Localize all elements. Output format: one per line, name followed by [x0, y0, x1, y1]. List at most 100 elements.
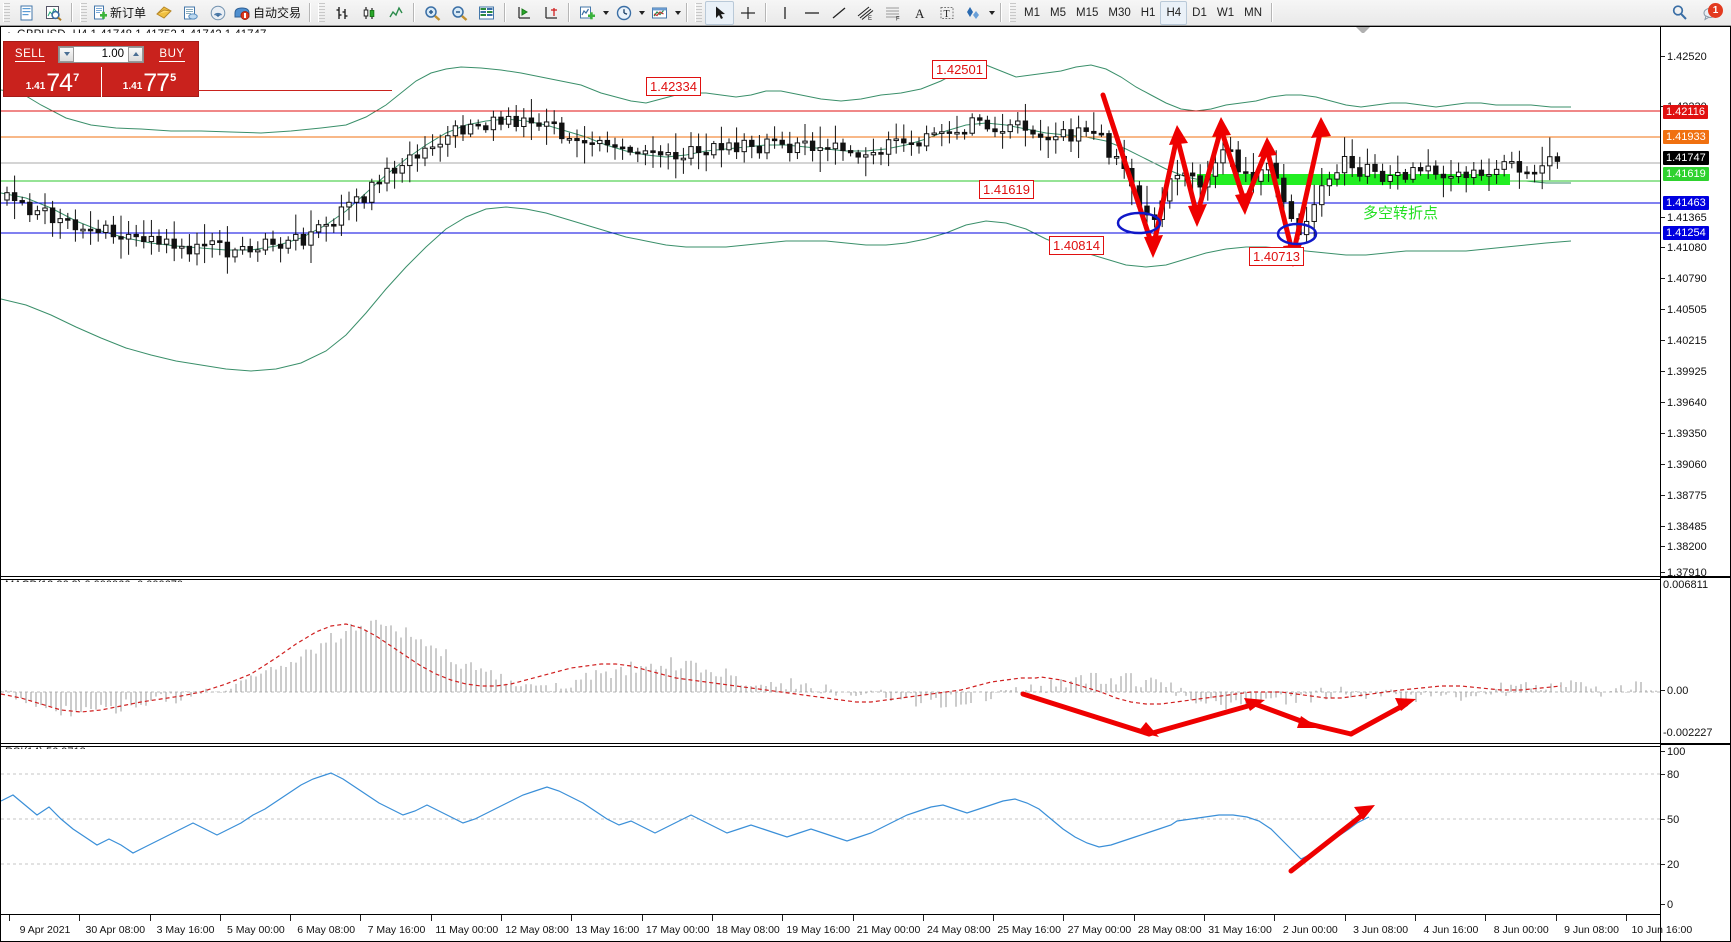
period-clock-icon[interactable] [610, 2, 637, 24]
timeframe-mn[interactable]: MN [1244, 6, 1262, 19]
auto-scroll-icon[interactable] [510, 2, 537, 24]
sell-label[interactable]: SELL [14, 48, 46, 62]
toolbar-grip[interactable] [695, 3, 703, 22]
text-label-icon[interactable]: T [933, 2, 960, 24]
buy-price-button[interactable]: 1.41 77 5 [101, 66, 198, 96]
shapes-icon[interactable] [960, 2, 987, 24]
time-axis-label: 21 May 00:00 [856, 924, 921, 936]
horizontal-line-icon[interactable] [798, 2, 825, 24]
new-chart-icon[interactable] [13, 2, 40, 24]
rsi-y-tick: 80 [1661, 769, 1679, 781]
level-chip-141463[interactable]: 1.41463 [1663, 196, 1709, 210]
toolbar-separator [309, 3, 312, 22]
chart-search-icon[interactable] [40, 2, 67, 24]
candle-body [1433, 165, 1439, 175]
timeframe-d1[interactable]: D1 [1192, 6, 1207, 19]
new-order-button[interactable]: 新订单 [90, 2, 150, 24]
timeframe-m5[interactable]: M5 [1050, 6, 1066, 19]
timeframe-m1[interactable]: M1 [1024, 6, 1041, 19]
equidistant-channel-icon[interactable]: E [852, 2, 879, 24]
volume-stepper[interactable]: 1.00 [58, 45, 144, 63]
toolbar-grip[interactable] [3, 3, 10, 22]
candle-body [1440, 173, 1447, 179]
annotation-140713[interactable]: 1.40713 [1249, 247, 1304, 266]
candle-body [863, 154, 869, 158]
volume-decrease-button[interactable] [59, 46, 74, 62]
candle-body [604, 139, 611, 146]
toolbar-grip[interactable] [1009, 3, 1017, 22]
vertical-line-icon[interactable] [771, 2, 798, 24]
chart-collapse-nub[interactable] [1356, 27, 1370, 34]
rsi-pane[interactable] [1, 749, 1660, 914]
annotation-142334[interactable]: 1.42334 [646, 77, 701, 96]
fibonacci-retracement-icon[interactable]: F [879, 2, 906, 24]
candle-body [19, 200, 25, 203]
candle-body [1068, 129, 1074, 142]
candle-body [285, 239, 291, 249]
chart-shift-icon[interactable] [537, 2, 564, 24]
zoom-in-icon[interactable] [419, 2, 446, 24]
buy-label[interactable]: BUY [159, 48, 185, 62]
templates-icon[interactable] [646, 2, 673, 24]
current-price-chip[interactable]: 1.41747 [1663, 151, 1709, 165]
level-chip-141254[interactable]: 1.41254 [1663, 226, 1709, 240]
annotation-141619[interactable]: 1.41619 [979, 180, 1034, 199]
indicators-icon[interactable] [574, 2, 601, 24]
volume-increase-button[interactable] [128, 46, 143, 62]
candlestick-series [4, 99, 1561, 274]
level-chip-141619[interactable]: 1.41619 [1663, 167, 1709, 181]
candle-body [1106, 133, 1112, 158]
search-icon[interactable] [1666, 2, 1693, 24]
sell-price-prefix: 1.41 [25, 81, 46, 92]
signals-icon[interactable] [204, 2, 231, 24]
chart-window[interactable]: GBPUSD-,H4 1.41748 1.41752 1.41742 1.417… [0, 26, 1731, 942]
timeframe-h4[interactable]: H4 [1160, 0, 1188, 25]
line-chart-icon[interactable] [382, 2, 409, 24]
chevron-down-icon[interactable] [637, 2, 646, 24]
level-chip-141933[interactable]: 1.41933 [1663, 130, 1709, 144]
chevron-down-icon[interactable] [673, 2, 682, 24]
time-axis[interactable]: 9 Apr 2021 30 Apr 08:00 3 May 16:00 5 May 0… [1, 914, 1692, 941]
price-pane[interactable] [1, 33, 1660, 533]
annotation-turning-point-note[interactable]: 多空转折点 [1363, 204, 1439, 222]
candle-body [1379, 170, 1386, 182]
bar-chart-icon[interactable] [328, 2, 355, 24]
one-click-trading-panel[interactable]: SELL 1.00 BUY 1.41 74 7 1.41 77 5 [3, 41, 199, 97]
timeframe-h1[interactable]: H1 [1140, 6, 1156, 19]
candlestick-chart-icon[interactable] [355, 2, 382, 24]
toolbar-grip[interactable] [318, 3, 326, 22]
candle-body [1402, 171, 1409, 180]
cursor-arrow-icon[interactable] [705, 0, 735, 25]
candle-body [908, 142, 915, 145]
price-chart-svg [1, 62, 1660, 372]
notifications-icon[interactable]: 1 [1697, 2, 1725, 24]
timeframe-m30[interactable]: M30 [1108, 6, 1131, 19]
toolbar-grip[interactable] [80, 3, 87, 22]
candle-body [1113, 156, 1120, 159]
timeframe-m15[interactable]: M15 [1076, 6, 1099, 19]
candle-body [163, 238, 170, 245]
zoom-out-icon[interactable] [446, 2, 473, 24]
candle-body [391, 167, 398, 174]
time-axis-tick [641, 915, 643, 921]
candle-body [475, 123, 481, 127]
rsi-arrowhead [1354, 805, 1375, 820]
autotrading-button[interactable]: 自动交易 [231, 2, 305, 24]
sell-price-button[interactable]: 1.41 74 7 [4, 66, 101, 96]
timeframe-w1[interactable]: W1 [1216, 6, 1235, 19]
trendline-icon[interactable] [825, 2, 852, 24]
annotation-140814[interactable]: 1.40814 [1049, 236, 1104, 255]
macd-pane[interactable] [1, 582, 1660, 737]
candle-body [1037, 133, 1044, 138]
text-icon[interactable]: A [906, 2, 933, 24]
chevron-down-icon[interactable] [601, 2, 610, 24]
price-axis[interactable]: 1.42520 1.42230 1.42116 1.41933 1.41747 … [1660, 27, 1730, 941]
annotation-142501[interactable]: 1.42501 [932, 60, 987, 79]
volume-value[interactable]: 1.00 [101, 48, 124, 60]
metaeditor-icon[interactable] [150, 2, 177, 24]
data-window-icon[interactable] [473, 2, 500, 24]
crosshair-icon[interactable] [734, 2, 761, 24]
level-chip-142116[interactable]: 1.42116 [1663, 105, 1708, 119]
terminal-icon[interactable] [177, 2, 204, 24]
chevron-down-icon[interactable] [987, 2, 996, 24]
